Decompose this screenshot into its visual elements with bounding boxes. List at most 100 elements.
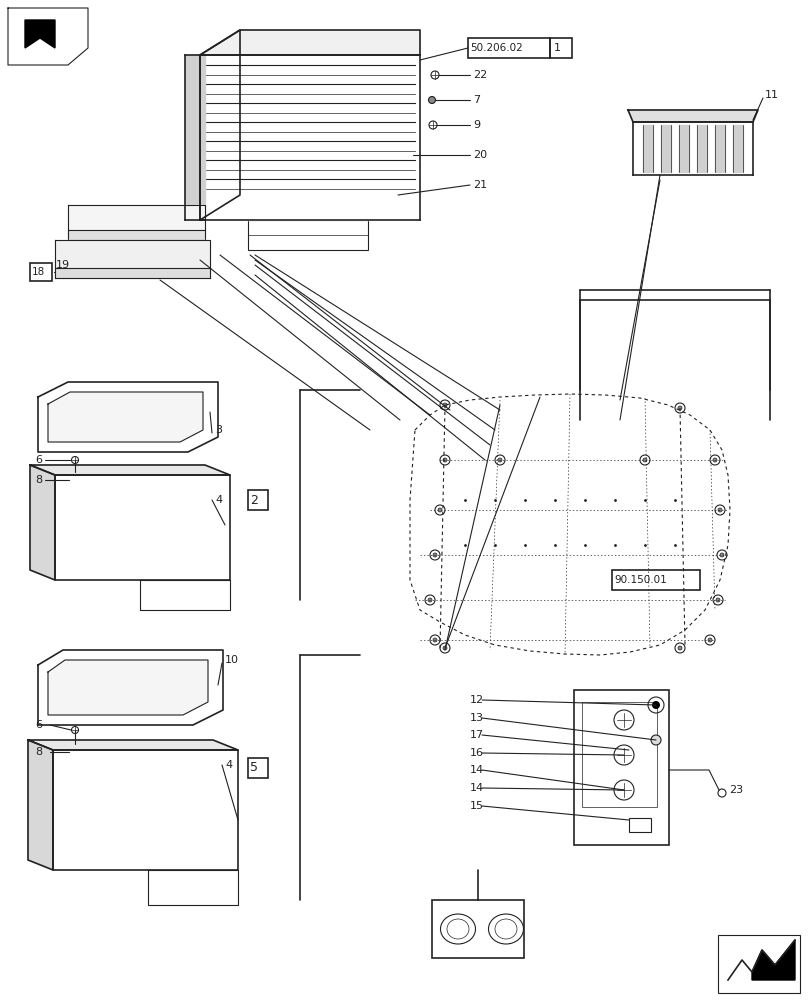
- Circle shape: [427, 598, 431, 602]
- Text: 9: 9: [473, 120, 479, 130]
- Text: 19: 19: [56, 260, 70, 270]
- Polygon shape: [55, 268, 210, 278]
- Text: 8: 8: [35, 747, 42, 757]
- Circle shape: [432, 638, 436, 642]
- Bar: [581, 702, 656, 807]
- Text: 10: 10: [225, 655, 238, 665]
- Text: 11: 11: [764, 90, 778, 100]
- Text: 18: 18: [32, 267, 45, 277]
- Text: 12: 12: [470, 695, 483, 705]
- Text: 23: 23: [728, 785, 742, 795]
- Polygon shape: [8, 8, 88, 65]
- Bar: [247, 220, 367, 250]
- Bar: [72, 492, 202, 557]
- Bar: [549, 38, 571, 58]
- Text: 22: 22: [473, 70, 487, 80]
- Bar: [611, 570, 699, 590]
- Text: 6: 6: [35, 455, 42, 465]
- Ellipse shape: [446, 919, 469, 939]
- Bar: [66, 762, 217, 852]
- Polygon shape: [25, 20, 55, 48]
- Polygon shape: [148, 870, 238, 905]
- Circle shape: [443, 403, 446, 407]
- Circle shape: [72, 478, 77, 483]
- Text: 14: 14: [470, 765, 483, 775]
- Polygon shape: [200, 55, 419, 220]
- Text: 2: 2: [250, 493, 258, 506]
- Polygon shape: [38, 650, 223, 725]
- Polygon shape: [48, 660, 208, 715]
- Circle shape: [437, 508, 441, 512]
- Bar: [145, 585, 225, 605]
- Circle shape: [719, 553, 723, 557]
- Text: 14: 14: [470, 783, 483, 793]
- Circle shape: [717, 508, 721, 512]
- Circle shape: [497, 458, 501, 462]
- Polygon shape: [678, 125, 689, 172]
- Circle shape: [90, 819, 96, 825]
- Circle shape: [406, 152, 413, 158]
- Polygon shape: [185, 55, 204, 220]
- Text: 6: 6: [35, 720, 42, 730]
- Polygon shape: [660, 125, 670, 172]
- Text: 8: 8: [35, 475, 42, 485]
- Polygon shape: [696, 125, 706, 172]
- Circle shape: [677, 406, 681, 410]
- Polygon shape: [200, 30, 419, 55]
- Circle shape: [428, 97, 435, 104]
- Bar: [30, 263, 52, 281]
- Polygon shape: [751, 940, 794, 980]
- Bar: [431, 900, 523, 958]
- Text: 4: 4: [225, 760, 232, 770]
- Polygon shape: [200, 30, 240, 220]
- Bar: [247, 490, 268, 510]
- Bar: [247, 758, 268, 778]
- Bar: [65, 485, 210, 567]
- Bar: [639, 127, 744, 169]
- Circle shape: [385, 191, 393, 199]
- Circle shape: [651, 701, 659, 709]
- Circle shape: [677, 646, 681, 650]
- Bar: [573, 690, 668, 845]
- Circle shape: [72, 750, 77, 754]
- Polygon shape: [53, 750, 238, 870]
- Text: 90.150.01: 90.150.01: [613, 575, 666, 585]
- Polygon shape: [55, 240, 210, 268]
- Polygon shape: [30, 465, 230, 475]
- Bar: [467, 38, 549, 58]
- Bar: [152, 875, 233, 900]
- Circle shape: [443, 458, 446, 462]
- Circle shape: [642, 458, 646, 462]
- Polygon shape: [139, 580, 230, 610]
- Text: 5: 5: [250, 761, 258, 774]
- Text: 21: 21: [473, 180, 487, 190]
- Polygon shape: [38, 382, 217, 452]
- Text: 20: 20: [473, 150, 487, 160]
- Bar: [717, 935, 799, 993]
- Polygon shape: [714, 125, 724, 172]
- Circle shape: [715, 598, 719, 602]
- Ellipse shape: [495, 919, 517, 939]
- Text: 16: 16: [470, 748, 483, 758]
- Polygon shape: [55, 475, 230, 580]
- Polygon shape: [30, 465, 55, 580]
- Text: 7: 7: [473, 95, 479, 105]
- Polygon shape: [642, 125, 652, 172]
- Circle shape: [707, 638, 711, 642]
- Circle shape: [712, 458, 716, 462]
- Polygon shape: [28, 740, 53, 870]
- Polygon shape: [48, 392, 203, 442]
- Polygon shape: [68, 205, 204, 230]
- Circle shape: [650, 735, 660, 745]
- Text: 4: 4: [215, 495, 222, 505]
- Text: 1: 1: [553, 43, 560, 53]
- Ellipse shape: [488, 914, 523, 944]
- Polygon shape: [732, 125, 742, 172]
- Text: 17: 17: [470, 730, 483, 740]
- Circle shape: [87, 532, 93, 538]
- Ellipse shape: [440, 914, 475, 944]
- Polygon shape: [633, 122, 752, 175]
- Polygon shape: [68, 230, 204, 240]
- Polygon shape: [28, 740, 238, 750]
- Bar: [629, 818, 650, 832]
